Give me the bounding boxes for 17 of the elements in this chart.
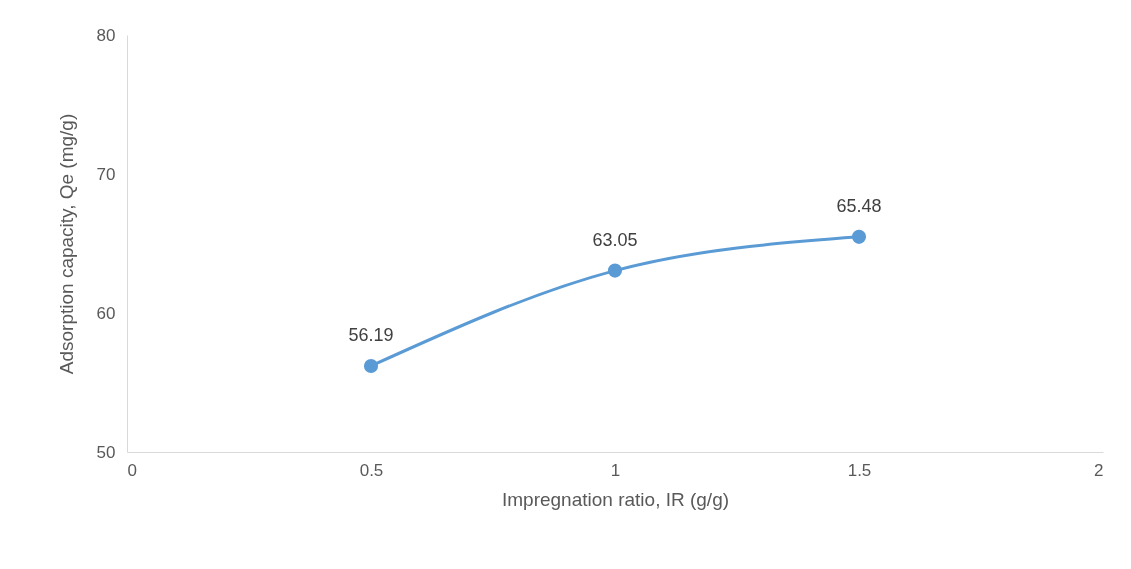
data-label: 65.48 [836,195,882,216]
y-tick-label: 50 [96,442,116,462]
y-tick-label: 60 [96,303,116,323]
x-tick-label: 0 [127,460,137,480]
y-tick-label: 80 [96,25,116,45]
point [607,263,623,278]
x-axis-title: Impregnation ratio, IR (g/g) [501,488,730,510]
y-axis-title: Adsorption capacity, Qe (mg/g) [55,113,77,375]
data-label: 56.19 [348,324,394,345]
data-label: 63.05 [592,229,638,250]
point [363,358,379,374]
y-tick-label: 70 [96,164,116,184]
x-tick-label: 2 [1094,460,1104,480]
x-tick-label: 1 [610,460,621,480]
x-tick-label: 0.5 [359,460,384,480]
x-tick-label: 1.5 [847,460,872,480]
point [851,229,867,244]
